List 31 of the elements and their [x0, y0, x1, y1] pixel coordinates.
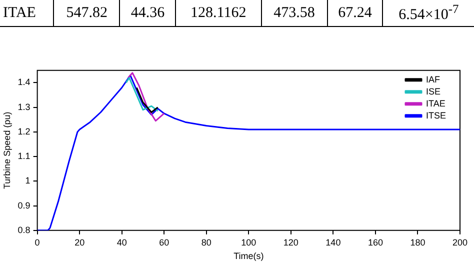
x-tick-label: 200 — [452, 237, 468, 248]
legend-label: ITSE — [426, 110, 446, 120]
x-tick-label: 140 — [326, 237, 341, 248]
x-tick-label: 120 — [283, 237, 298, 248]
text: 128.1162 — [176, 0, 262, 26]
x-tick-label: 160 — [368, 237, 383, 248]
x-axis-title: Time(s) — [234, 251, 264, 262]
text: ITAE — [0, 0, 54, 26]
text: 473.58 — [261, 0, 328, 26]
y-tick-label: 1.1 — [18, 151, 30, 162]
text: 547.82 — [54, 0, 120, 26]
y-tick-label: 0.9 — [18, 200, 30, 210]
x-tick-label: 80 — [201, 237, 212, 248]
x-tick-label: 40 — [116, 237, 127, 248]
legend-label: ISE — [426, 86, 441, 96]
x-tick-label: 20 — [74, 237, 85, 248]
y-tick-label: 0.8 — [18, 224, 30, 235]
x-tick-label: 60 — [159, 237, 170, 248]
x-tick-label: 0 — [34, 237, 40, 248]
y-axis-title: Turbine Speed (pu) — [2, 112, 12, 190]
y-tick-label: 1.2 — [18, 126, 30, 136]
y-tick-label: 1.4 — [18, 77, 30, 88]
legend-label: IAF — [426, 74, 440, 84]
y-tick-label: 1 — [25, 176, 30, 186]
text: 67.24 — [327, 0, 383, 26]
text: 44.36 — [120, 0, 176, 26]
x-tick-label: 180 — [410, 237, 426, 248]
y-tick-label: 1.3 — [18, 102, 30, 112]
x-tick-label: 100 — [241, 237, 256, 248]
text: 6.54×10$^{-7}$ — [382, 0, 474, 26]
legend-label: ITAE — [426, 98, 446, 108]
